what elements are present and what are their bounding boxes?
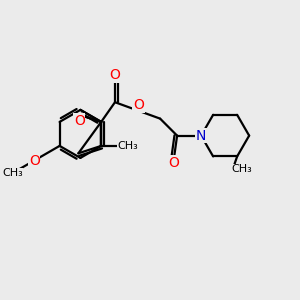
Text: N: N bbox=[195, 129, 206, 142]
Text: O: O bbox=[110, 68, 120, 82]
Text: N: N bbox=[196, 129, 206, 142]
Text: O: O bbox=[168, 156, 179, 170]
Text: O: O bbox=[29, 154, 40, 167]
Text: CH₃: CH₃ bbox=[117, 141, 138, 151]
Text: O: O bbox=[133, 98, 144, 112]
Text: CH₃: CH₃ bbox=[232, 164, 253, 174]
Text: O: O bbox=[74, 114, 85, 128]
Text: CH₃: CH₃ bbox=[2, 168, 23, 178]
